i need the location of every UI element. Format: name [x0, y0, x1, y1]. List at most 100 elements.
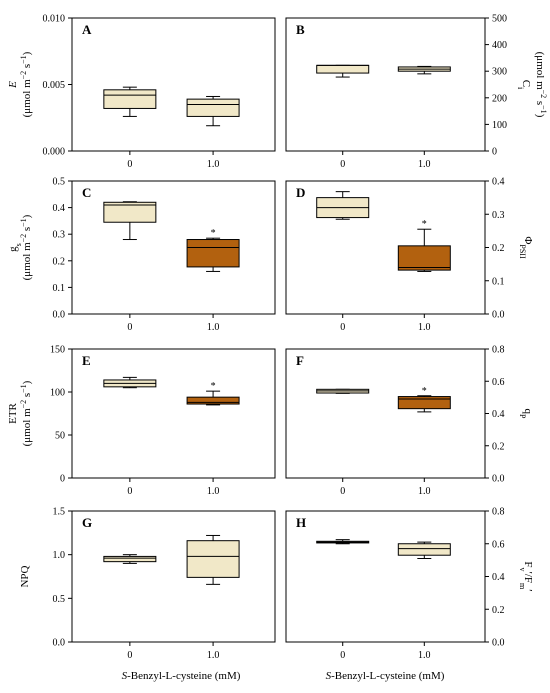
box	[103, 555, 157, 563]
significance-marker: *	[422, 386, 427, 397]
x-tick-label: 1.0	[207, 486, 220, 497]
y-tick-label: 0.4	[492, 177, 505, 188]
y-tick-label: 0.2	[53, 256, 66, 267]
plot-frame	[285, 17, 486, 152]
panel-H: H 0.0 0.2 0.4 0.6 0.8 Fv′/Fm′ 0 1.0	[285, 507, 535, 661]
y-axis-label: ΦPSII	[519, 236, 535, 259]
y-tick-label: 0.0	[53, 638, 66, 649]
box	[186, 396, 240, 405]
box	[186, 540, 240, 578]
significance-marker: *	[211, 381, 216, 392]
y-tick-label: 0.8	[492, 507, 505, 518]
y-tick-label: 0.5	[53, 594, 66, 605]
y-axis-label: NPQ	[19, 565, 31, 587]
y-axis-label: Fv′/Fm′	[519, 561, 535, 591]
y-axis-unit: (μmol m−2 s−1)	[534, 52, 549, 118]
y-tick-label: 0.000	[43, 147, 66, 158]
y-tick-label: 0.6	[492, 539, 505, 550]
panel-label: C	[82, 185, 91, 200]
panel-C: C 0.0 0.1 0.2 0.3 0.4 0.5 gs(μmol m−2 s−1) 0 1.0 *	[7, 177, 276, 333]
y-axis-label: E	[7, 81, 19, 89]
y-axis-label: gs	[7, 243, 23, 252]
y-tick-label: 0.005	[43, 80, 66, 91]
plot-frame	[285, 510, 486, 643]
y-tick-label: 0.0	[492, 310, 505, 321]
y-tick-label: 100	[50, 388, 65, 399]
y-tick-label: 0.010	[43, 14, 66, 25]
panel-label: A	[82, 22, 92, 37]
x-tick-label: 1.0	[207, 650, 220, 661]
x-axis-label-right: S-Benzyl-L-cysteine (mM)	[326, 670, 445, 682]
y-tick-label: 0	[60, 474, 65, 485]
y-tick-label: 100	[492, 120, 507, 131]
panel-label: B	[296, 22, 305, 37]
panel-label: G	[82, 515, 92, 530]
x-tick-label: 0	[127, 322, 132, 333]
panel-F: F 0.0 0.2 0.4 0.6 0.8 qP 0 1.0 *	[285, 345, 535, 497]
plot-frame	[71, 348, 276, 479]
x-tick-label: 0	[127, 486, 132, 497]
panel-label: D	[296, 185, 305, 200]
y-tick-label: 0	[492, 147, 497, 158]
plot-frame	[71, 510, 276, 643]
box	[186, 239, 240, 268]
box	[103, 89, 157, 109]
x-tick-label: 0	[340, 486, 345, 497]
y-tick-label: 0.0	[53, 310, 66, 321]
box	[397, 396, 451, 410]
panel-E: E 0 50 100 150 ETR (μmol m−2 s−1) 0 1.0 *	[7, 345, 276, 497]
y-tick-label: 0.6	[492, 377, 505, 388]
plot-frame	[285, 348, 486, 479]
box	[397, 245, 451, 271]
x-axis-label-left: S-Benzyl-L-cysteine (mM)	[122, 670, 241, 682]
panel-A: A 0.000 0.005 0.010 E (μmol m−2 s−1) 0 1.0	[7, 14, 276, 170]
y-tick-label: 50	[55, 431, 65, 442]
y-tick-label: 200	[492, 93, 507, 104]
x-tick-label: 0	[340, 322, 345, 333]
y-tick-label: 0.2	[492, 243, 505, 254]
plot-frame	[71, 180, 276, 315]
y-axis-label: ETR	[7, 402, 19, 423]
y-tick-label: 0.0	[492, 638, 505, 649]
y-axis-unit: (μmol m−2 s−1)	[19, 214, 34, 280]
x-tick-label: 1.0	[418, 650, 431, 661]
y-tick-label: 0.8	[492, 345, 505, 356]
y-axis-label: Ci	[517, 80, 533, 90]
y-tick-label: 500	[492, 14, 507, 25]
y-tick-label: 0.0	[492, 474, 505, 485]
plot-frame	[71, 17, 276, 152]
y-tick-label: 0.5	[53, 177, 66, 188]
y-tick-label: 400	[492, 40, 507, 51]
x-tick-label: 0	[127, 159, 132, 170]
panel-B: B 0 100 200 300 400 500 Ci (μmol m−2 s−1) 0 1.0	[285, 14, 549, 170]
y-tick-label: 0.1	[53, 283, 66, 294]
x-tick-label: 1.0	[418, 322, 431, 333]
x-tick-label: 0	[340, 159, 345, 170]
y-tick-label: 300	[492, 67, 507, 78]
y-tick-label: 150	[50, 345, 65, 356]
y-axis-unit: (μmol m−2 s−1)	[19, 51, 34, 117]
y-tick-label: 0.2	[492, 605, 505, 616]
x-tick-label: 1.0	[418, 486, 431, 497]
y-axis-unit: (μmol m−2 s−1)	[19, 380, 34, 446]
box	[103, 201, 157, 223]
x-tick-label: 0	[127, 650, 132, 661]
y-tick-label: 0.4	[53, 203, 66, 214]
x-tick-label: 1.0	[207, 322, 220, 333]
y-tick-label: 0.4	[492, 409, 505, 420]
significance-marker: *	[422, 219, 427, 230]
box	[186, 98, 240, 117]
panel-D: D 0.0 0.1 0.2 0.3 0.4 ΦPSII 0 1.0 *	[285, 177, 535, 333]
x-tick-label: 0	[340, 650, 345, 661]
plot-frame	[285, 180, 486, 315]
y-axis-label: qP	[519, 409, 535, 420]
panel-G: G 0.0 0.5 1.0 1.5 NPQ 0 1.0	[19, 507, 276, 661]
x-tick-label: 1.0	[418, 159, 431, 170]
y-tick-label: 1.5	[53, 507, 66, 518]
box	[316, 64, 370, 74]
panel-label: H	[296, 515, 306, 530]
box	[397, 543, 451, 556]
y-tick-label: 0.3	[492, 210, 505, 221]
panel-label: F	[296, 353, 304, 368]
